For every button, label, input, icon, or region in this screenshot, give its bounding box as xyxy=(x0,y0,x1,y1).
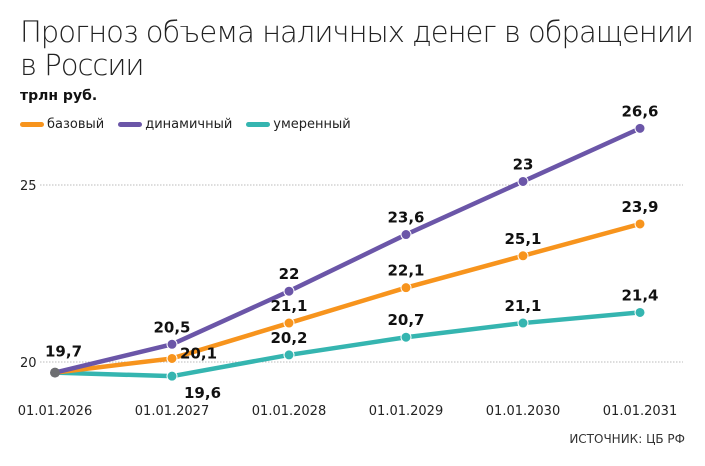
x-tick-label: 01.01.2029 xyxy=(369,404,443,419)
data-point xyxy=(283,285,295,297)
data-label: 23 xyxy=(513,155,534,173)
data-label: 20,2 xyxy=(270,329,307,347)
data-point xyxy=(283,349,295,361)
data-label: 21,1 xyxy=(270,297,307,315)
legend-item-dynamic: динамичный xyxy=(118,117,232,132)
series-line-0 xyxy=(54,221,641,375)
legend-item-moderate: умеренный xyxy=(246,117,351,132)
data-label: 22 xyxy=(279,265,300,283)
x-tick-label: 01.01.2030 xyxy=(486,404,560,419)
source-note: ИСТОЧНИК: ЦБ РФ xyxy=(569,432,685,446)
data-label: 26,6 xyxy=(621,102,658,120)
legend-label: базовый xyxy=(47,117,105,132)
data-point xyxy=(400,282,412,294)
data-point xyxy=(166,370,178,382)
x-tick-label: 01.01.2027 xyxy=(135,404,209,419)
data-label: 25,1 xyxy=(504,230,541,248)
legend-label: умеренный xyxy=(273,117,351,132)
data-label: 23,6 xyxy=(387,209,424,227)
data-label: 20,5 xyxy=(153,318,190,336)
legend-swatch xyxy=(118,122,143,127)
data-point xyxy=(400,331,412,343)
data-label: 20,1 xyxy=(180,344,217,362)
legend-swatch xyxy=(20,122,44,127)
data-point xyxy=(166,338,178,350)
data-label: 19,7 xyxy=(45,343,82,361)
series-line-1 xyxy=(54,126,641,375)
data-point xyxy=(517,175,529,187)
start-point xyxy=(50,367,60,378)
data-point xyxy=(634,306,646,318)
data-label: 23,9 xyxy=(621,198,658,216)
data-label: 21,1 xyxy=(504,297,541,315)
legend: базовый динамичный умеренный xyxy=(20,117,351,132)
data-label: 21,4 xyxy=(621,286,658,304)
data-point xyxy=(634,218,646,230)
series-line-2 xyxy=(54,310,641,379)
x-tick-label: 01.01.2026 xyxy=(18,404,92,419)
chart-title: Прогноз объема наличных денег в обращени… xyxy=(20,15,694,82)
y-tick-label: 20 xyxy=(20,356,37,371)
x-tick-label: 01.01.2031 xyxy=(603,404,677,419)
data-point xyxy=(517,317,529,329)
data-point xyxy=(283,317,295,329)
data-point xyxy=(634,122,646,134)
x-tick-label: 01.01.2028 xyxy=(252,404,326,419)
y-axis-unit: трлн руб. xyxy=(20,88,98,104)
data-point xyxy=(517,250,529,262)
y-tick-label: 25 xyxy=(20,179,37,194)
legend-label: динамичный xyxy=(145,117,233,132)
data-point xyxy=(400,229,412,241)
data-label: 20,7 xyxy=(387,311,424,329)
data-label: 22,1 xyxy=(387,262,424,280)
data-label: 19,6 xyxy=(184,384,221,402)
data-point xyxy=(166,352,178,364)
legend-item-base: базовый xyxy=(20,117,104,132)
legend-swatch xyxy=(246,122,271,127)
